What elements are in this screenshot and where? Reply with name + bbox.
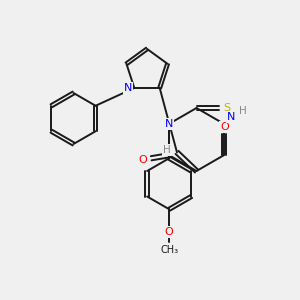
Text: H: H <box>163 145 171 155</box>
Text: CH₃: CH₃ <box>160 245 178 255</box>
Text: N: N <box>227 112 236 122</box>
Text: N: N <box>124 83 132 93</box>
Text: O: O <box>165 227 174 237</box>
Text: O: O <box>220 122 229 132</box>
Text: H: H <box>238 106 246 116</box>
Text: S: S <box>223 103 230 113</box>
Text: N: N <box>165 119 173 129</box>
Text: O: O <box>139 155 148 165</box>
